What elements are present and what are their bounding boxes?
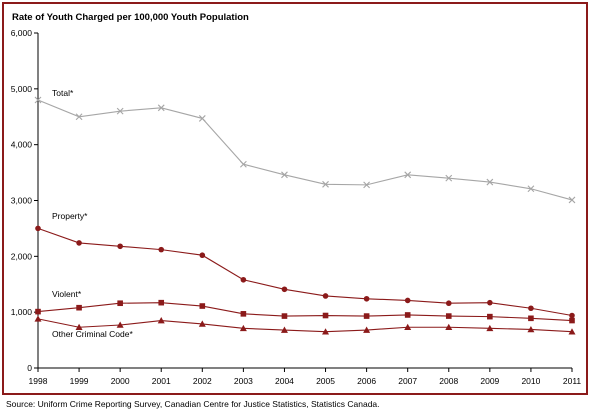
series-label: Violent* [52, 289, 82, 299]
x-tick-label: 2007 [398, 376, 417, 386]
data-point [527, 325, 535, 333]
series-line [37, 302, 573, 322]
data-point [404, 171, 412, 179]
data-point [568, 196, 576, 204]
x-tick-label: 2003 [234, 376, 253, 386]
data-point [35, 225, 41, 232]
data-point [322, 293, 329, 299]
data-point [445, 323, 453, 331]
data-point [117, 300, 123, 307]
x-tick-label: 2005 [316, 376, 335, 386]
x-tick-label: 2008 [439, 376, 458, 386]
data-point [240, 276, 247, 283]
data-point [322, 328, 330, 335]
data-point [445, 174, 453, 182]
data-point [117, 243, 123, 250]
data-point [322, 312, 329, 319]
y-tick-label: 4,000 [11, 140, 33, 150]
y-tick-label: 1,000 [11, 307, 33, 317]
data-point [487, 299, 493, 306]
data-point [281, 171, 288, 179]
data-point [198, 320, 206, 327]
data-point [569, 312, 575, 319]
data-point [280, 326, 288, 333]
data-point [240, 311, 247, 317]
y-tick-label: 0 [27, 363, 32, 373]
source-note: Source: Uniform Crime Reporting Survey, … [6, 399, 380, 409]
data-point [199, 303, 206, 309]
data-point [528, 315, 534, 322]
series-label: Other Criminal Code* [52, 329, 133, 339]
data-point [281, 286, 288, 293]
data-point [157, 317, 165, 324]
data-point [157, 104, 165, 112]
series-line [37, 227, 573, 317]
data-point [322, 180, 329, 188]
data-point [34, 96, 42, 104]
data-point [75, 113, 83, 121]
x-tick-label: 2001 [152, 376, 171, 386]
data-point [158, 299, 165, 306]
data-point [486, 324, 494, 332]
x-tick-label: 2004 [275, 376, 294, 386]
series-property [35, 225, 575, 319]
series-label: Total* [52, 88, 74, 98]
y-tick-label: 2,000 [11, 251, 33, 261]
data-point [198, 115, 206, 122]
data-point [158, 246, 165, 253]
x-tick-label: 2006 [357, 376, 376, 386]
data-point [116, 107, 124, 115]
data-point [75, 323, 83, 331]
data-point [445, 300, 452, 307]
data-point [199, 252, 206, 259]
data-point [35, 308, 41, 315]
data-point [486, 178, 494, 186]
data-point [404, 323, 412, 331]
data-point [363, 313, 370, 319]
data-point [76, 304, 82, 311]
data-point [34, 315, 42, 322]
data-point [116, 321, 124, 328]
x-tick-label: 2002 [193, 376, 212, 386]
x-tick-label: 2010 [521, 376, 540, 386]
x-tick-label: 1999 [70, 376, 89, 386]
y-tick-label: 3,000 [11, 196, 33, 206]
y-tick-label: 5,000 [11, 84, 33, 94]
data-point [281, 313, 288, 319]
x-tick-label: 2000 [111, 376, 130, 386]
data-point [239, 324, 247, 332]
x-tick-label: 2011 [563, 376, 582, 386]
data-point [76, 240, 82, 246]
data-point [363, 326, 371, 333]
data-point [404, 297, 411, 304]
data-point [487, 313, 493, 320]
x-tick-label: 2009 [480, 376, 499, 386]
series-label: Property* [52, 211, 88, 221]
data-point [568, 328, 576, 335]
data-point [527, 185, 535, 193]
x-tick-label: 1998 [29, 376, 48, 386]
chart-title: Rate of Youth Charged per 100,000 Youth … [12, 12, 249, 23]
data-point [363, 295, 370, 302]
data-point [445, 313, 452, 319]
data-point [528, 305, 534, 312]
series-total [34, 96, 576, 204]
data-point [239, 160, 247, 168]
data-point [569, 317, 575, 324]
y-tick-label: 6,000 [11, 28, 33, 38]
series-line [37, 318, 573, 333]
series-line [37, 99, 573, 201]
data-point [404, 312, 411, 318]
data-point [363, 181, 371, 189]
series-violent [35, 299, 575, 324]
series-other-criminal-code [34, 315, 576, 335]
